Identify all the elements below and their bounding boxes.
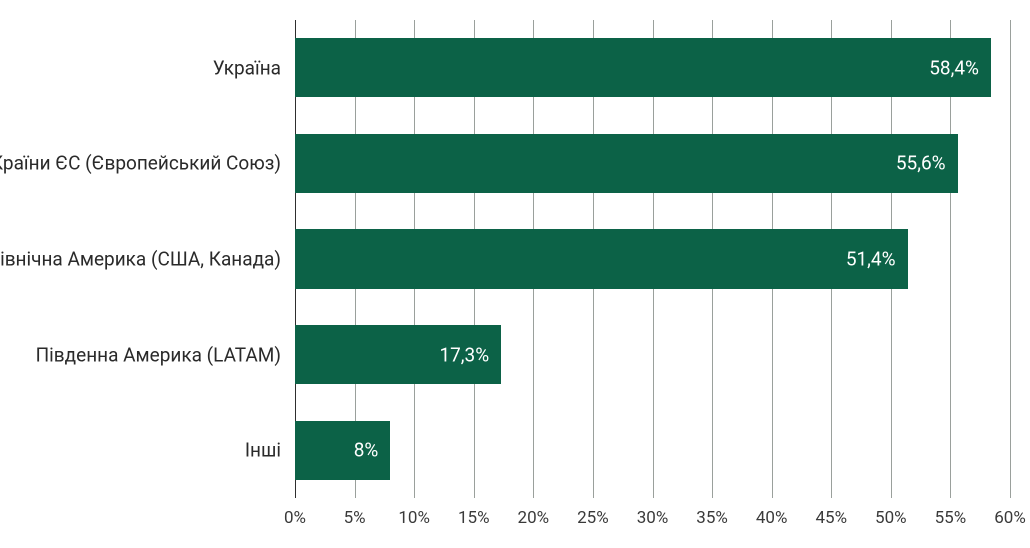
category-label: Північна Америка (США, Канада) [0, 248, 281, 271]
bar: 8% [295, 421, 390, 480]
bar: 58,4% [295, 38, 991, 97]
x-tick: 45% [815, 508, 847, 528]
bar: 17,3% [295, 325, 501, 384]
x-tick: 0% [284, 508, 306, 528]
x-tick: 35% [696, 508, 728, 528]
x-tick: 55% [935, 508, 967, 528]
gridline [1010, 20, 1011, 498]
bar-chart: 58,4% 55,6% 51,4% 17,3% 8% 0% 5% 10% 15% 20% 25% 3… [0, 0, 1030, 548]
bar: 51,4% [295, 229, 908, 288]
x-tick: 60% [994, 508, 1026, 528]
bar-value-label: 8% [354, 439, 379, 462]
bar-value-label: 51,4% [846, 247, 896, 270]
x-tick: 50% [875, 508, 907, 528]
bar-value-label: 55,6% [896, 152, 946, 175]
bar-value-label: 58,4% [929, 56, 979, 79]
category-label: Україна [213, 56, 281, 79]
plot-area: 58,4% 55,6% 51,4% 17,3% 8% [295, 20, 1010, 498]
bar-value-label: 17,3% [439, 343, 489, 366]
category-label: Країни ЄС (Європейський Союз) [0, 152, 281, 175]
x-tick: 5% [344, 508, 366, 528]
x-tick: 10% [398, 508, 430, 528]
category-label: Інші [245, 439, 281, 462]
x-tick: 30% [637, 508, 669, 528]
category-label: Південна Америка (LATAM) [36, 343, 281, 366]
x-tick: 15% [458, 508, 490, 528]
x-tick: 20% [518, 508, 550, 528]
bar: 55,6% [295, 134, 958, 193]
x-tick: 40% [756, 508, 788, 528]
x-tick: 25% [577, 508, 609, 528]
